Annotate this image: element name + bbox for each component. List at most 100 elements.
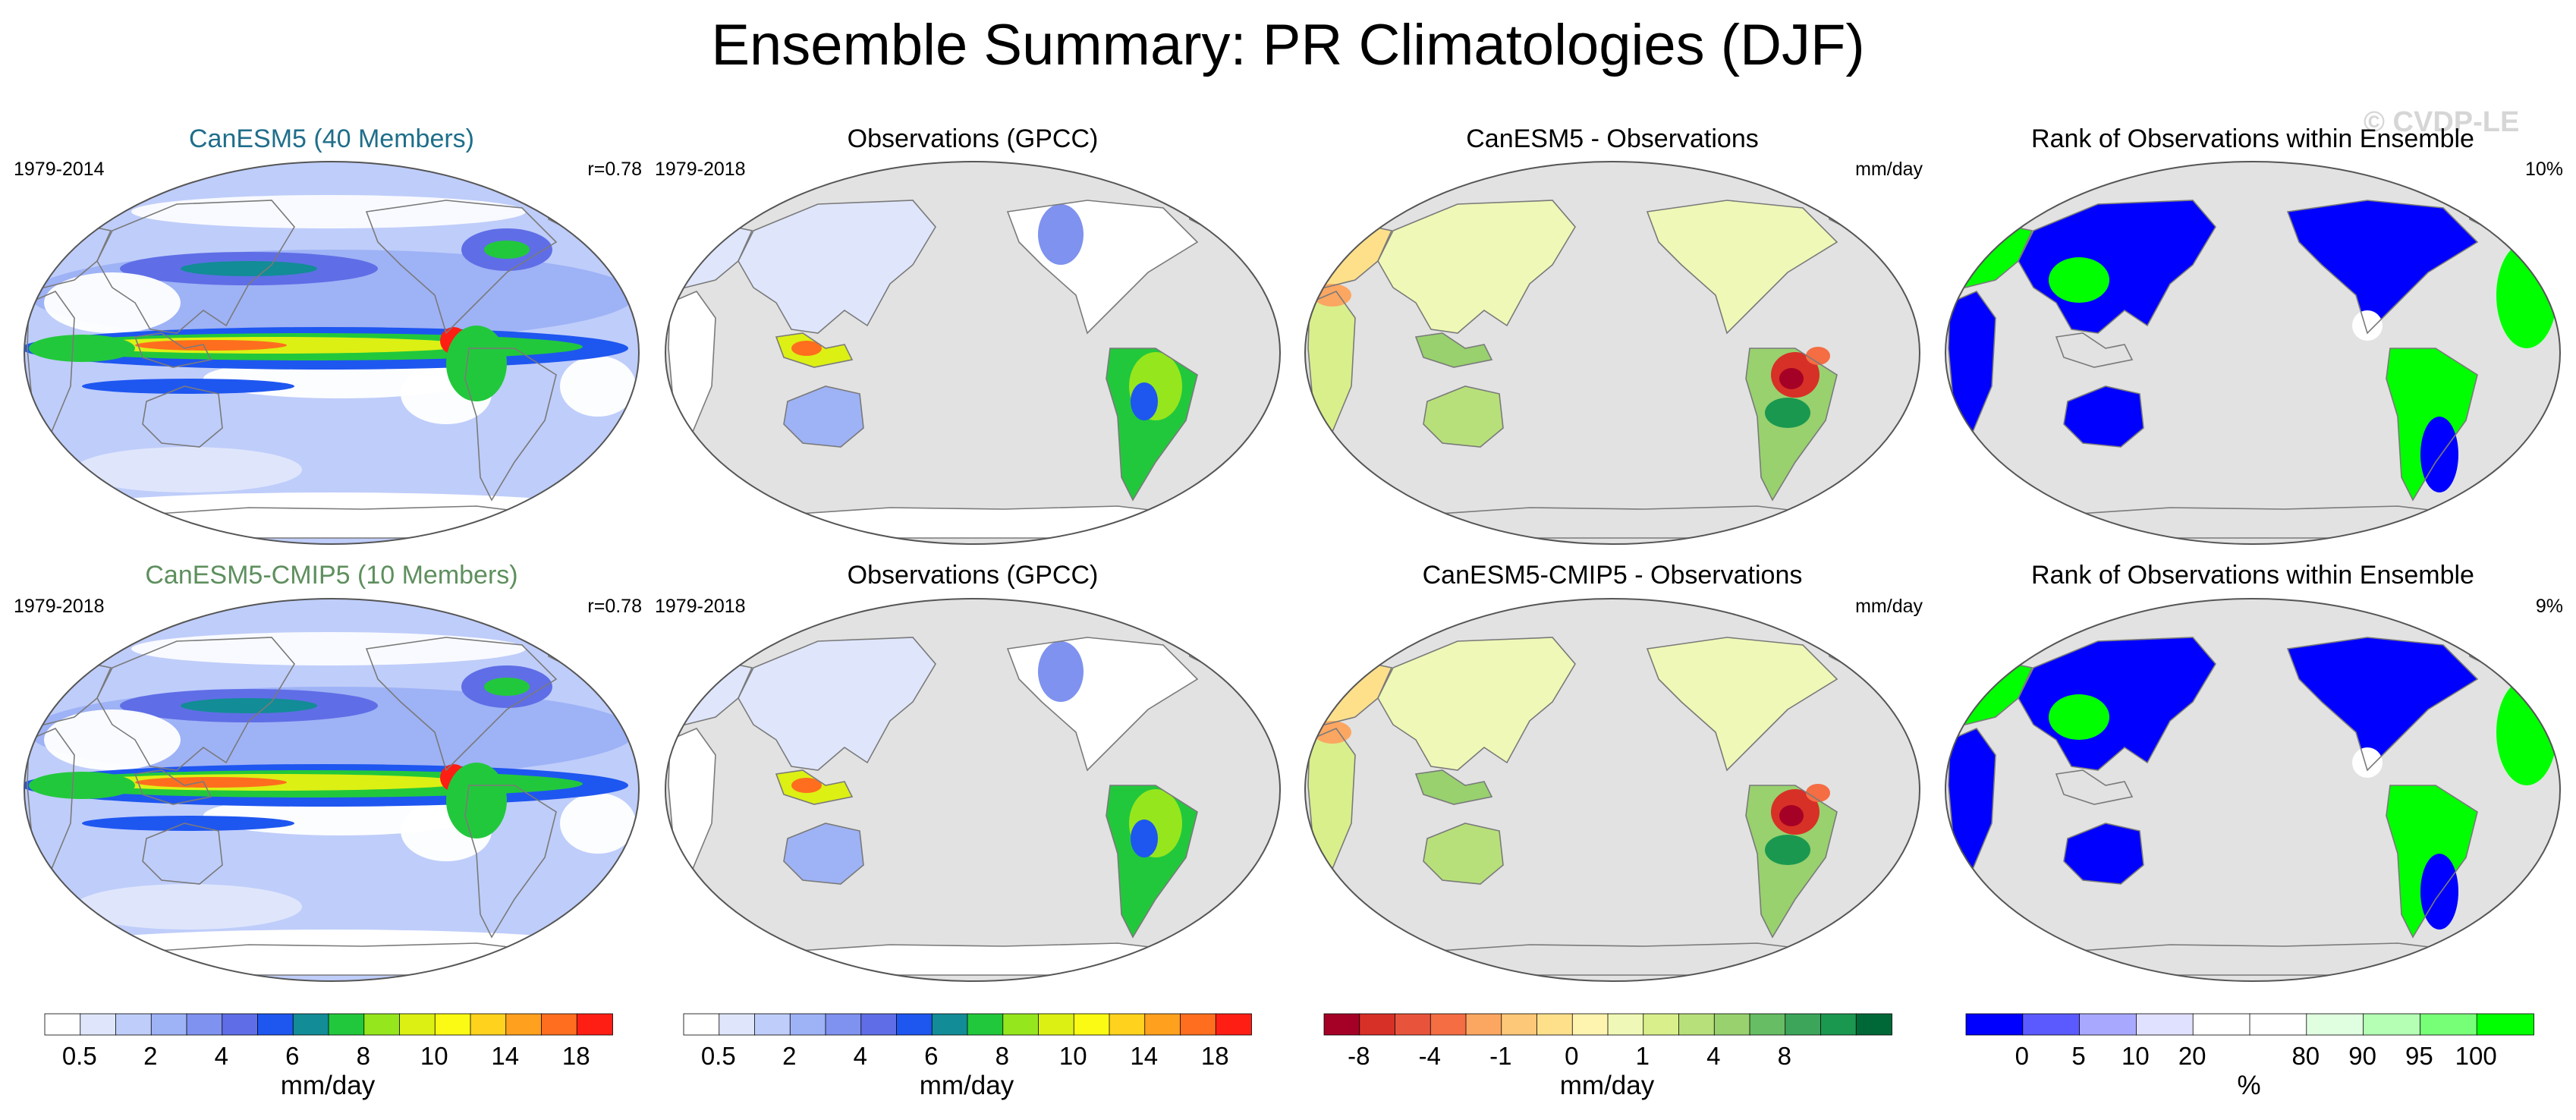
colorbar-swatch	[399, 1013, 436, 1036]
coastline-asia	[96, 200, 295, 334]
colorbar-tick-label: 0	[1565, 1042, 1579, 1070]
coastline-asia	[2018, 200, 2216, 334]
coastline-maritime	[2055, 769, 2134, 805]
colorbar-swatch	[115, 1013, 153, 1036]
asia-land	[738, 200, 936, 333]
colorbar-swatch	[1643, 1013, 1680, 1036]
panel-title: Observations (GPCC)	[847, 561, 1099, 590]
colorbar-swatch	[1749, 1013, 1786, 1036]
colorbar-unit-label: mm/day	[280, 1071, 376, 1100]
indian-ocean-rain	[29, 772, 135, 799]
colorbar-tick-label: 14	[491, 1042, 520, 1070]
map-border	[1304, 161, 1920, 545]
panel-title: Observations (GPCC)	[847, 124, 1099, 153]
colorbar-swatch	[1395, 1013, 1432, 1036]
map-panel-model	[24, 161, 640, 545]
coastline-africa	[1307, 728, 1356, 870]
colorbar-swatch	[2135, 1013, 2194, 1036]
colorbar-tick-label: 14	[1130, 1042, 1159, 1070]
panel-stat-label: mm/day	[1855, 596, 1923, 617]
map-field	[665, 599, 1280, 981]
colorbar-swatch	[186, 1013, 223, 1036]
coastline-asia	[1377, 637, 1576, 771]
colorbar-swatch	[541, 1013, 578, 1036]
amazon-rain	[446, 763, 507, 838]
colorbar-swatch	[1180, 1013, 1217, 1036]
subtropic-dry-3	[560, 356, 636, 417]
coastline-samerica	[464, 348, 557, 502]
colorbar-tick-label: 90	[2348, 1042, 2376, 1070]
watermark-text: © CVDP-LE	[2364, 106, 2520, 138]
coastline-maritime	[2055, 332, 2134, 368]
panel-period-label: 1979-2014	[14, 159, 105, 180]
guiana-dry-bias	[1806, 784, 1830, 802]
north-atlantic-core	[484, 678, 530, 696]
colorbar-tick-label: 6	[285, 1042, 300, 1070]
map-panel-model	[24, 598, 640, 982]
colorbar-tick-label: 1	[1635, 1042, 1650, 1070]
colorbar-swatch	[1678, 1013, 1716, 1036]
colorbar-swatch	[363, 1013, 401, 1036]
coastline-maritime	[1414, 332, 1493, 368]
coastline-samerica	[1106, 785, 1198, 939]
panel-stat-label: 10%	[2524, 159, 2563, 180]
colorbar-swatch	[754, 1013, 791, 1036]
asia-land	[738, 637, 936, 770]
colorbar-tick-label: 4	[214, 1042, 228, 1070]
panel-title: CanESM5 - Observations	[1466, 124, 1759, 153]
brazil-dry-core	[1779, 805, 1804, 826]
north-america-land	[1647, 637, 1837, 770]
colorbar-tick-label: 18	[561, 1042, 590, 1070]
coastline-namerica	[1646, 637, 1838, 772]
coastline-maritime	[1414, 769, 1493, 805]
map-field	[1945, 162, 2560, 544]
coastline-australia	[142, 385, 223, 448]
panel-title: CanESM5-CMIP5 (10 Members)	[145, 561, 518, 590]
coastline-namerica	[1646, 200, 1838, 335]
pacific-nw-coast	[1038, 204, 1084, 265]
map-border	[665, 598, 1281, 982]
australia-land	[1423, 386, 1503, 447]
colorbar-swatch	[2022, 1013, 2081, 1036]
east-rank-high	[2496, 242, 2557, 348]
coastline-africa	[27, 728, 75, 870]
colorbar-tick-label: 10	[2122, 1042, 2150, 1070]
africa-land	[1949, 291, 1996, 432]
colorbar-swatch	[222, 1013, 259, 1036]
itcz-peak	[135, 340, 287, 351]
map-field	[24, 599, 639, 981]
coastline-australia	[1423, 823, 1504, 885]
panel-title: CanESM5-CMIP5 - Observations	[1422, 561, 1803, 590]
colorbar-swatch	[2363, 1013, 2421, 1036]
colorbar-swatch	[719, 1013, 756, 1036]
australia-land	[2064, 823, 2144, 884]
colorbar-swatch	[292, 1013, 329, 1036]
colorbar-swatch	[2420, 1013, 2478, 1036]
se-america-wet-bias	[1765, 398, 1810, 428]
colorbar-swatch	[1785, 1013, 1822, 1036]
colorbar-swatch	[1109, 1013, 1146, 1036]
colorbar-swatch	[1430, 1013, 1467, 1036]
panel-period-label: 1979-2018	[14, 596, 105, 617]
colorbar-swatch	[2079, 1013, 2137, 1036]
coastline-australia	[2063, 823, 2144, 885]
colorbar-swatch	[825, 1013, 862, 1036]
colorbar-swatch	[1215, 1013, 1252, 1036]
colorbar-unit-label: mm/day	[919, 1071, 1014, 1100]
colorbar-precip-model	[44, 1013, 613, 1036]
colorbar-swatch	[2476, 1013, 2534, 1036]
colorbar-swatch	[1713, 1013, 1750, 1036]
panel-title: CanESM5 (40 Members)	[188, 124, 475, 153]
asia-land	[1378, 637, 1575, 770]
colorbar-swatch	[44, 1013, 81, 1036]
colorbar-tick-label: -4	[1418, 1042, 1441, 1070]
coastline-maritime	[134, 769, 212, 805]
coastline-namerica	[365, 637, 558, 772]
colorbar-swatch	[1073, 1013, 1110, 1036]
colorbar-tick-label: 8	[1777, 1042, 1791, 1070]
colorbar-tick-label: 4	[853, 1042, 867, 1070]
amazon-rain	[446, 326, 507, 401]
map-border	[665, 161, 1281, 545]
africa-land	[1308, 291, 1355, 432]
colorbar-swatch	[1501, 1013, 1538, 1036]
